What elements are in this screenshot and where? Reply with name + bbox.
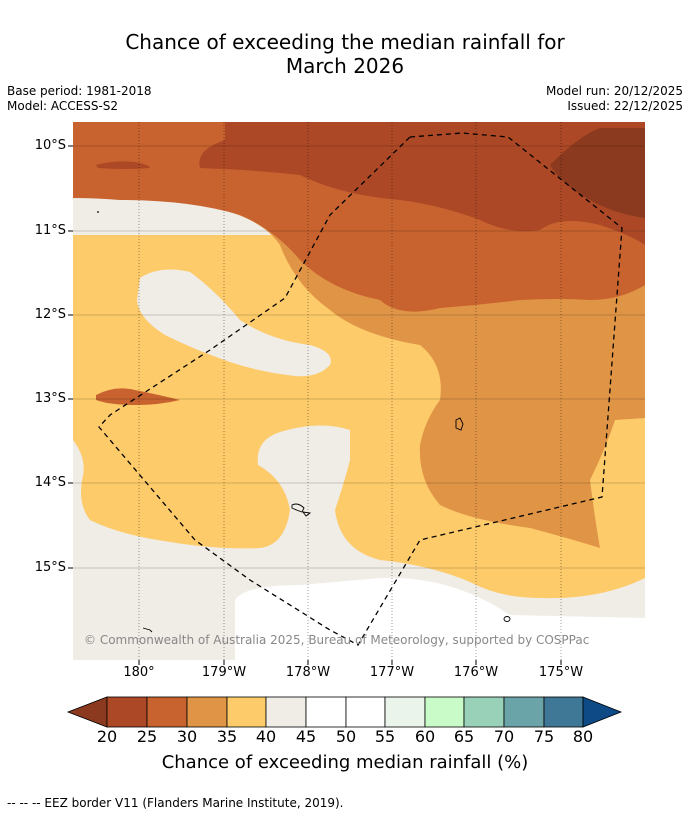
lat-gridlines [73,145,645,569]
lat-label: 13°S [34,391,66,406]
lat-label: 15°S [34,560,66,575]
colorbar-segment [384,696,426,728]
colorbar-tick: 55 [374,727,396,746]
model-run: Model run: 20/12/2025 [545,84,683,98]
zone-40-45-hole [137,269,331,377]
map-title: Chance of exceeding the median rainfall … [0,30,690,78]
colorbar-tick: 20 [96,727,118,746]
island-3 [301,511,312,517]
colorbar-tick: 30 [176,727,198,746]
colorbar-under-arrow [66,696,108,728]
zone-45-55 [235,577,645,660]
issued-date: Issued: 22/12/2025 [567,99,683,113]
colorbar-segment [226,696,267,728]
zone-20-25 [199,122,645,245]
colorbar-segment [424,696,465,728]
colorbar-tick: 60 [414,727,436,746]
colorbar-tick: 65 [453,727,475,746]
lat-label: 12°S [34,307,66,322]
colorbar-tick: 80 [572,727,594,746]
island-4 [503,616,511,622]
lon-label: 176°W [453,665,499,680]
colorbar-label: Chance of exceeding median rainfall (%) [161,752,529,773]
colorbar-segment [503,696,545,728]
lat-label: 14°S [34,475,66,490]
colorbar-segment [265,696,307,728]
model-name: Model: ACCESS-S2 [7,99,119,113]
lat-label: 11°S [34,223,66,238]
eez-legend-note: -- -- -- EEZ border V11 (Flanders Marine… [7,796,344,810]
axis-ticks [68,145,562,665]
lon-label: 179°W [201,665,247,680]
title-line-2: March 2026 [285,54,405,78]
colorbar [66,696,623,728]
colorbar-segment [543,696,584,728]
lon-label: 178°W [285,665,331,680]
colorbar-segment [146,696,188,728]
colorbar-tick: 70 [493,727,515,746]
colorbar-segment [186,696,228,728]
lon-label: 180° [123,665,155,680]
island-1 [455,417,464,431]
meta-left: Base period: 1981-2018 Model: ACCESS-S2 [7,84,152,114]
colorbar-tick: 40 [255,727,277,746]
colorbar-segment [305,696,347,728]
island-6 [97,211,99,213]
title-line-1: Chance of exceeding the median rainfall … [125,30,565,54]
colorbar-tick: 75 [533,727,555,746]
lon-label: 177°W [369,665,415,680]
colorbar-tick: 35 [216,727,238,746]
island-5 [142,627,153,633]
colorbar-over-arrow [582,696,623,728]
eez-border [98,132,623,646]
copyright-notice: © Commonwealth of Australia 2025, Bureau… [84,633,590,647]
base-period: Base period: 1981-2018 [7,84,152,98]
colorbar-tick: 50 [335,727,357,746]
rainfall-map [68,122,645,665]
colorbar-segment [345,696,386,728]
colorbar-segment [463,696,505,728]
lon-label: 175°W [538,665,584,680]
island-2 [291,503,305,513]
colorbar-segment [106,696,148,728]
zone-20-25-patch [96,161,150,169]
zone-under-20 [550,128,645,218]
colorbar-tick: 25 [136,727,158,746]
lat-label: 10°S [34,138,66,153]
meta-right: Model run: 20/12/2025 Issued: 22/12/2025 [546,84,683,114]
colorbar-tick: 45 [295,727,317,746]
